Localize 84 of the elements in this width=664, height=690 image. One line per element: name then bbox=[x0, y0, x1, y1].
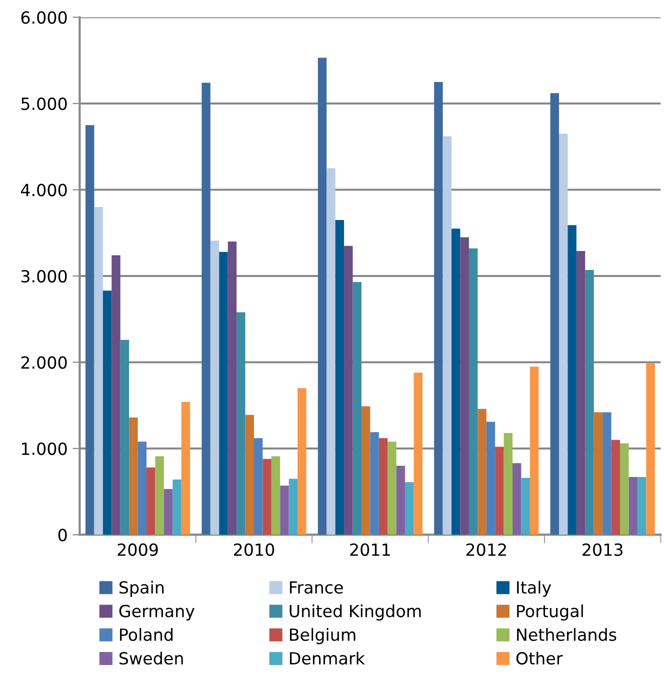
y-tick-label: 5.000 bbox=[21, 97, 67, 110]
bar bbox=[646, 363, 655, 535]
bar bbox=[155, 456, 164, 535]
bar bbox=[378, 438, 388, 535]
bar bbox=[585, 270, 594, 535]
bar bbox=[414, 372, 422, 535]
bar bbox=[611, 440, 620, 535]
bar bbox=[370, 432, 379, 535]
bar bbox=[181, 402, 190, 535]
bar bbox=[210, 240, 220, 535]
bar bbox=[468, 248, 478, 535]
bar bbox=[478, 408, 486, 535]
bar bbox=[504, 432, 513, 535]
legend-label: Portugal bbox=[517, 604, 583, 621]
bar bbox=[521, 478, 530, 535]
bar bbox=[486, 422, 496, 535]
bar bbox=[628, 476, 638, 535]
bar bbox=[460, 237, 469, 535]
legend-label: Spain bbox=[120, 580, 164, 597]
bar bbox=[452, 228, 460, 535]
bar bbox=[550, 93, 560, 535]
bar bbox=[396, 466, 406, 535]
x-tick-label: 2009 bbox=[118, 543, 158, 556]
legend-label: Netherlands bbox=[517, 628, 616, 641]
bar bbox=[318, 58, 327, 535]
bar bbox=[388, 442, 396, 535]
bar bbox=[637, 476, 646, 535]
bar bbox=[352, 282, 362, 535]
bar bbox=[594, 412, 603, 535]
bar bbox=[262, 458, 272, 535]
x-tick-label: 2012 bbox=[466, 543, 506, 556]
bar bbox=[512, 463, 522, 535]
bar bbox=[405, 482, 414, 535]
bar bbox=[219, 252, 228, 535]
bar bbox=[298, 388, 306, 535]
bar bbox=[326, 168, 336, 535]
bar bbox=[94, 207, 103, 535]
legend-label: Other bbox=[516, 652, 563, 665]
bar bbox=[146, 467, 156, 535]
legend-label: Poland bbox=[120, 628, 173, 641]
bar bbox=[85, 125, 94, 535]
legend-label: Germany bbox=[119, 604, 195, 621]
legend-label: Sweden bbox=[120, 652, 183, 665]
bar bbox=[129, 417, 138, 535]
legend-label: France bbox=[290, 581, 343, 594]
y-tick-label: 6.000 bbox=[21, 11, 67, 24]
bar bbox=[495, 446, 504, 535]
bar bbox=[172, 480, 182, 535]
bar bbox=[361, 406, 370, 535]
bar bbox=[280, 486, 289, 535]
legend-label: Italy bbox=[517, 580, 552, 597]
y-tick-label: 4.000 bbox=[20, 184, 67, 196]
x-tick-label: 2011 bbox=[350, 543, 390, 556]
y-tick-label: 1.000 bbox=[22, 442, 67, 456]
bar bbox=[271, 456, 280, 535]
bar bbox=[288, 478, 298, 535]
bar bbox=[530, 366, 539, 535]
bar bbox=[335, 220, 344, 535]
bar bbox=[245, 414, 254, 535]
bar bbox=[112, 255, 120, 535]
bar bbox=[442, 136, 452, 535]
bar bbox=[434, 82, 443, 535]
bar bbox=[620, 443, 629, 535]
y-tick-label: 0 bbox=[58, 528, 67, 542]
x-tick-label: 2013 bbox=[582, 543, 622, 556]
x-tick-label: 2010 bbox=[234, 543, 274, 556]
y-tick-label: 2.000 bbox=[21, 356, 67, 369]
bar bbox=[102, 290, 112, 535]
bar bbox=[120, 340, 130, 535]
bar bbox=[236, 312, 246, 535]
bar bbox=[344, 246, 353, 535]
bar bbox=[602, 412, 612, 535]
legend-label: Denmark bbox=[290, 652, 365, 665]
bar bbox=[164, 489, 173, 535]
bar bbox=[138, 442, 146, 535]
legend-label: United Kingdom bbox=[290, 604, 421, 621]
bar bbox=[228, 242, 237, 535]
legend-label: Belgium bbox=[290, 628, 356, 644]
bar bbox=[202, 82, 210, 535]
bar bbox=[559, 134, 568, 535]
bar bbox=[254, 438, 263, 535]
y-tick-label: 3.000 bbox=[21, 270, 67, 283]
bar bbox=[568, 225, 576, 535]
bar bbox=[576, 250, 586, 535]
